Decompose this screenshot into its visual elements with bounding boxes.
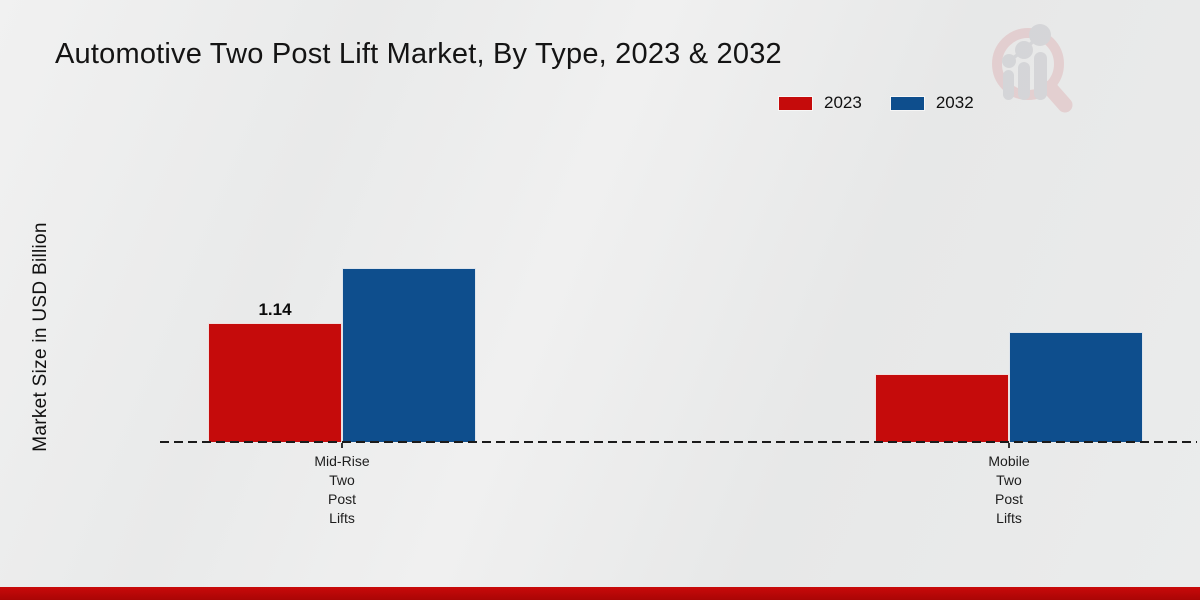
bar-value-label: 1.14: [258, 300, 292, 319]
x-axis-category-label: Mobile Two Post Lifts: [988, 453, 1030, 526]
legend-label: 2023: [824, 93, 862, 112]
legend: 2023 2032: [779, 93, 974, 113]
bar-2032-mid-rise-two-post-lifts: [342, 268, 476, 442]
x-axis-tick: [341, 443, 343, 448]
legend-label: 2032: [935, 93, 974, 112]
legend-swatch-icon: [779, 96, 812, 110]
x-axis-tick: [1008, 443, 1010, 448]
legend-item-2032: 2032: [890, 93, 974, 113]
bar-2023-mid-rise-two-post-lifts: [208, 323, 342, 442]
x-axis-baseline: [160, 441, 1197, 443]
bar-2032-mobile-two-post-lifts: [1009, 332, 1143, 442]
footer-accent-bar: [0, 587, 1200, 600]
legend-item-2023: 2023: [779, 93, 862, 113]
magnifier-bar-chart-logo-icon: [992, 24, 1073, 113]
legend-swatch-icon: [890, 96, 924, 110]
x-axis-category-label: Mid-Rise Two Post Lifts: [314, 453, 370, 526]
chart-title: Automotive Two Post Lift Market, By Type…: [55, 38, 782, 70]
bar-2023-mobile-two-post-lifts: [875, 374, 1009, 442]
